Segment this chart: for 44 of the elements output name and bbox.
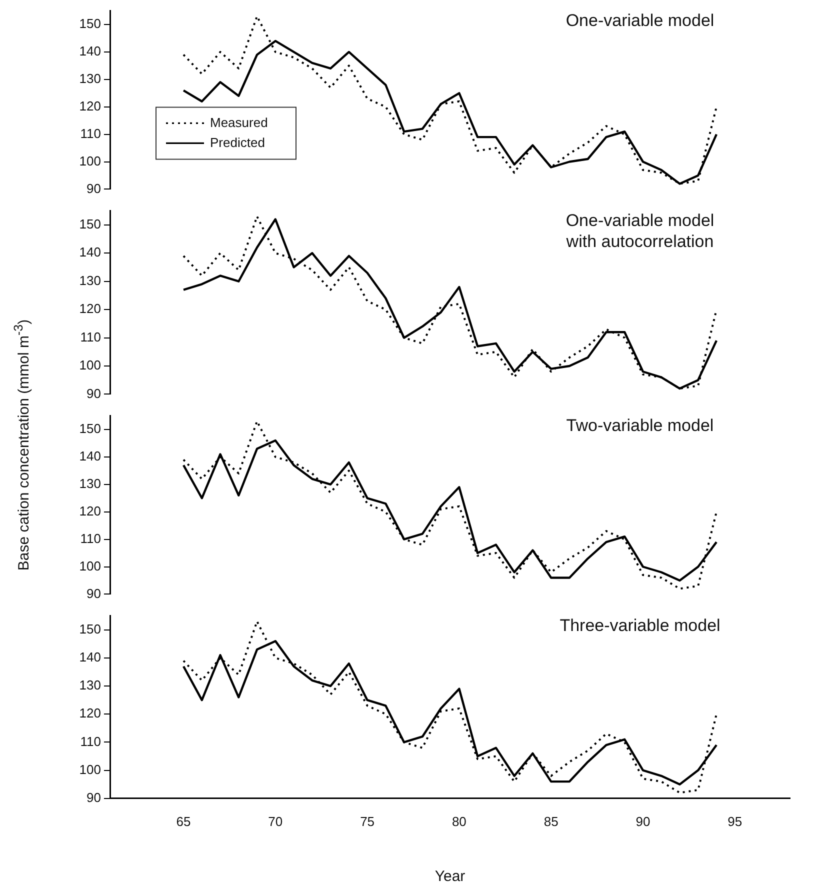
y-tick-label: 130 [79, 70, 101, 86]
y-tick-label: 140 [79, 244, 101, 260]
y-tick-label: 140 [79, 44, 101, 59]
chart-title: Two-variable model [566, 416, 714, 435]
y-tick-label: 90 [86, 790, 101, 805]
chart-title: One-variable model [566, 10, 714, 30]
y-tick-label: 90 [86, 386, 101, 401]
y-tick-label: 100 [79, 358, 101, 373]
x-tick-label: 75 [360, 814, 375, 829]
legend-label: Measured [210, 114, 268, 130]
y-tick-label: 120 [79, 301, 101, 316]
y-tick-label: 110 [80, 329, 101, 344]
y-tick-label: 150 [79, 216, 101, 232]
y-tick-label: 110 [80, 530, 101, 546]
x-tick-label: 65 [176, 814, 191, 829]
y-tick-label: 100 [79, 762, 101, 777]
y-tick-label: 150 [79, 16, 101, 32]
y-tick-label: 150 [79, 621, 101, 636]
x-axis-title: Year [434, 868, 466, 886]
legend-label: Predicted [210, 134, 265, 150]
text: One-variable model with autocorrelation [565, 210, 714, 251]
chart-title: Three-variable model [560, 616, 720, 635]
x-tick-label: 90 [636, 814, 650, 829]
y-tick-label: 140 [79, 650, 101, 665]
x-tick-label: 80 [452, 814, 466, 829]
y-tick-label: 130 [79, 476, 101, 491]
y-tick-label: 120 [79, 706, 101, 721]
y-tick-label: 90 [86, 586, 101, 601]
y-tick-label: 110 [80, 734, 101, 749]
y-tick-label: 100 [79, 558, 101, 574]
y-tick-label: 90 [86, 180, 101, 196]
x-tick-label: 85 [544, 814, 558, 829]
x-tick-label: 70 [268, 814, 283, 829]
x-tick-label: 95 [728, 814, 742, 829]
line-series [182, 420, 718, 590]
y-tick-label: 150 [79, 421, 101, 436]
line-series [182, 620, 718, 794]
y-tick-label: 100 [79, 153, 101, 168]
y-tick-label: 130 [79, 678, 101, 693]
y-tick-label: 140 [79, 448, 101, 464]
y-tick-label: 120 [79, 98, 101, 114]
y-tick-label: 130 [79, 272, 101, 288]
y-tick-label: 110 [80, 126, 101, 141]
y-tick-label: 120 [79, 503, 101, 518]
